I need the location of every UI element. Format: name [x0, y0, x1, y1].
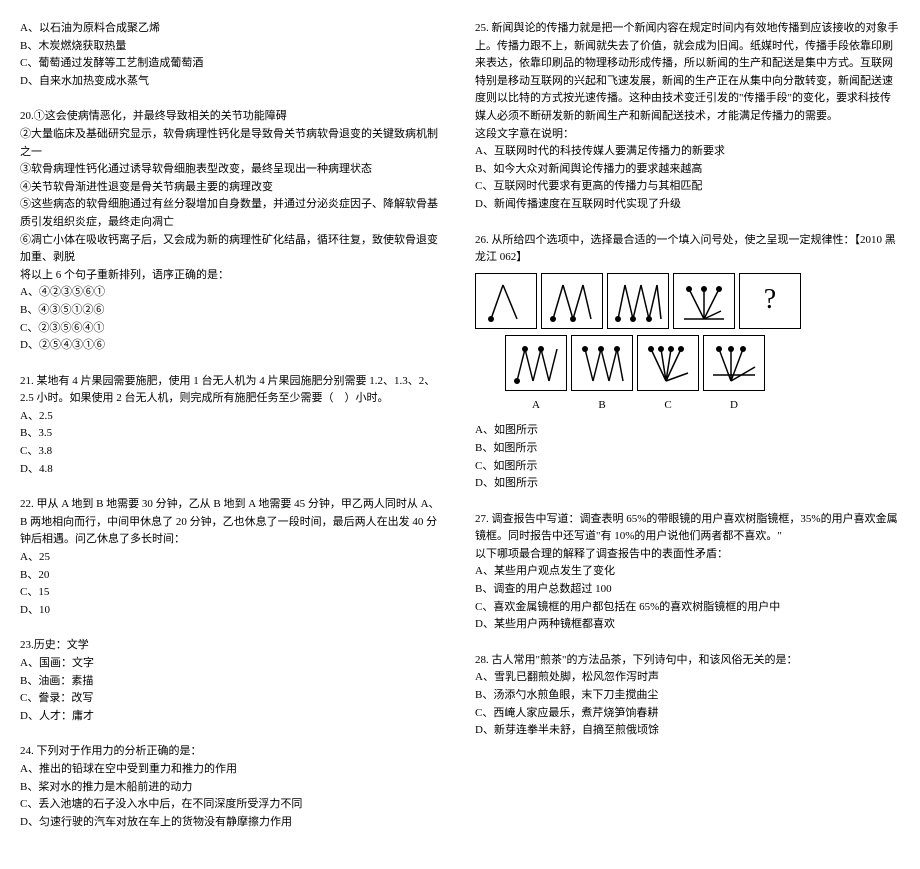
opt-c: C、誊录：改写	[20, 690, 445, 708]
q27-stem: 27. 调查报告中写道：调查表明 65%的带眼镜的用户喜欢树脂镜框，35%的用户…	[475, 511, 900, 546]
q19-options: A、以石油为原料合成聚乙烯 B、木炭燃烧获取热量 C、葡萄通过发酵等工艺制造成葡…	[20, 20, 445, 90]
fig-ans-a	[505, 335, 567, 391]
opt-a: A、25	[20, 549, 445, 567]
opt-b: B、3.5	[20, 425, 445, 443]
left-column: A、以石油为原料合成聚乙烯 B、木炭燃烧获取热量 C、葡萄通过发酵等工艺制造成葡…	[20, 20, 445, 849]
opt-c: C、互联网时代要求有更高的传播力与其相匹配	[475, 178, 900, 196]
opt-a: A、某些用户观点发生了变化	[475, 563, 900, 581]
opt-a: A、④②③⑤⑥①	[20, 284, 445, 302]
opt-a: A、2.5	[20, 408, 445, 426]
q22: 22. 甲从 A 地到 B 地需要 30 分钟，乙从 B 地到 A 地需要 45…	[20, 496, 445, 619]
opt-c: C、②③⑤⑥④①	[20, 320, 445, 338]
opt-b: B、木炭燃烧获取热量	[20, 38, 445, 56]
q20-line4: ④关节软骨渐进性退变是骨关节病最主要的病理改变	[20, 179, 445, 197]
opt-b: B、调查的用户总数超过 100	[475, 581, 900, 599]
opt-a: A、如图所示	[475, 422, 900, 440]
q27-tail: 以下哪项最合理的解释了调查报告中的表面性矛盾：	[475, 546, 900, 564]
opt-c: C、15	[20, 584, 445, 602]
opt-a: A、雪乳已翻煎处脚，松风忽作泻时声	[475, 669, 900, 687]
opt-c: C、3.8	[20, 443, 445, 461]
q22-stem: 22. 甲从 A 地到 B 地需要 30 分钟，乙从 B 地到 A 地需要 45…	[20, 496, 445, 549]
opt-d: D、人才：庸才	[20, 708, 445, 726]
label-d: D	[703, 397, 765, 415]
opt-b: B、如今大众对新闻舆论传播力的要求越来越高	[475, 161, 900, 179]
opt-c: C、喜欢金属镜框的用户都包括在 65%的喜欢树脂镜框的用户中	[475, 599, 900, 617]
opt-d: D、②⑤④③①⑥	[20, 337, 445, 355]
q23-stem: 23.历史：文学	[20, 637, 445, 655]
right-column: 25. 新闻舆论的传播力就是把一个新闻内容在规定时间内有效地传播到应该接收的对象…	[475, 20, 900, 849]
q20-line1: 20.①这会使病情恶化，并最终导致相关的关节功能障碍	[20, 108, 445, 126]
q28: 28. 古人常用"煎茶"的方法品茶，下列诗句中，和该风俗无关的是： A、雪乳已翻…	[475, 652, 900, 740]
fig-q2	[541, 273, 603, 329]
q25-tail: 这段文字意在说明：	[475, 126, 900, 144]
opt-b: B、如图所示	[475, 440, 900, 458]
opt-d: D、如图所示	[475, 475, 900, 493]
opt-a: A、推出的铅球在空中受到重力和推力的作用	[20, 761, 445, 779]
q26-stem: 26. 从所给四个选项中，选择最合适的一个填入问号处，使之呈现一定规律性：【20…	[475, 232, 900, 267]
fig-q1	[475, 273, 537, 329]
q21: 21. 某地有 4 片果园需要施肥，使用 1 台无人机为 4 片果园施肥分别需要…	[20, 373, 445, 479]
fig-question-mark: ?	[739, 273, 801, 329]
q28-stem: 28. 古人常用"煎茶"的方法品茶，下列诗句中，和该风俗无关的是：	[475, 652, 900, 670]
opt-d: D、匀速行驶的汽车对放在车上的货物没有静摩擦力作用	[20, 814, 445, 832]
fig-ans-b	[571, 335, 633, 391]
opt-d: D、某些用户两种镜框都喜欢	[475, 616, 900, 634]
q20-line5: ⑤这些病态的软骨细胞通过有丝分裂增加自身数量，并通过分泌炎症因子、降解软骨基质引…	[20, 196, 445, 231]
q20: 20.①这会使病情恶化，并最终导致相关的关节功能障碍 ②大量临床及基础研究显示，…	[20, 108, 445, 354]
opt-a: A、国画：文字	[20, 655, 445, 673]
opt-b: B、④③⑤①②⑥	[20, 302, 445, 320]
fig-q4	[673, 273, 735, 329]
opt-b: B、油画：素描	[20, 673, 445, 691]
q21-stem: 21. 某地有 4 片果园需要施肥，使用 1 台无人机为 4 片果园施肥分别需要…	[20, 373, 445, 408]
opt-d: D、10	[20, 602, 445, 620]
label-a: A	[505, 397, 567, 415]
q25-stem: 25. 新闻舆论的传播力就是把一个新闻内容在规定时间内有效地传播到应该接收的对象…	[475, 20, 900, 126]
label-b: B	[571, 397, 633, 415]
q24-stem: 24. 下列对于作用力的分析正确的是：	[20, 743, 445, 761]
q25: 25. 新闻舆论的传播力就是把一个新闻内容在规定时间内有效地传播到应该接收的对象…	[475, 20, 900, 214]
fig-q3	[607, 273, 669, 329]
q26-question-row: ?	[475, 273, 900, 329]
q26-answer-row	[505, 335, 900, 391]
opt-a: A、以石油为原料合成聚乙烯	[20, 20, 445, 38]
opt-b: B、桨对水的推力是木船前进的动力	[20, 779, 445, 797]
q20-tail: 将以上 6 个句子重新排列，语序正确的是：	[20, 267, 445, 285]
q20-line6: ⑥凋亡小体在吸收钙离子后，又会成为新的病理性矿化结晶，循环往复，致使软骨退变加重…	[20, 232, 445, 267]
opt-d: D、新芽连拳半未舒，自摘至煎俄顷馀	[475, 722, 900, 740]
q20-line3: ③软骨病理性钙化通过诱导软骨细胞表型改变，最终呈现出一种病理状态	[20, 161, 445, 179]
opt-c: C、如图所示	[475, 458, 900, 476]
fig-ans-c	[637, 335, 699, 391]
q24: 24. 下列对于作用力的分析正确的是： A、推出的铅球在空中受到重力和推力的作用…	[20, 743, 445, 831]
opt-c: C、丢入池塘的石子没入水中后，在不同深度所受浮力不同	[20, 796, 445, 814]
q26: 26. 从所给四个选项中，选择最合适的一个填入问号处，使之呈现一定规律性：【20…	[475, 232, 900, 493]
q26-answer-labels: A B C D	[505, 397, 900, 415]
opt-d: D、新闻传播速度在互联网时代实现了升级	[475, 196, 900, 214]
q27: 27. 调查报告中写道：调查表明 65%的带眼镜的用户喜欢树脂镜框，35%的用户…	[475, 511, 900, 634]
opt-b: B、20	[20, 567, 445, 585]
opt-c: C、西崦人家应最乐，煮芹烧笋饷春耕	[475, 705, 900, 723]
opt-b: B、汤添勺水煎鱼眼，末下刀圭搅曲尘	[475, 687, 900, 705]
label-c: C	[637, 397, 699, 415]
opt-a: A、互联网时代的科技传媒人要满足传播力的新要求	[475, 143, 900, 161]
q20-line2: ②大量临床及基础研究显示，软骨病理性钙化是导致骨关节病软骨退变的关键致病机制之一	[20, 126, 445, 161]
opt-c: C、葡萄通过发酵等工艺制造成葡萄酒	[20, 55, 445, 73]
opt-d: D、自来水加热变成水蒸气	[20, 73, 445, 91]
fig-ans-d	[703, 335, 765, 391]
opt-d: D、4.8	[20, 461, 445, 479]
